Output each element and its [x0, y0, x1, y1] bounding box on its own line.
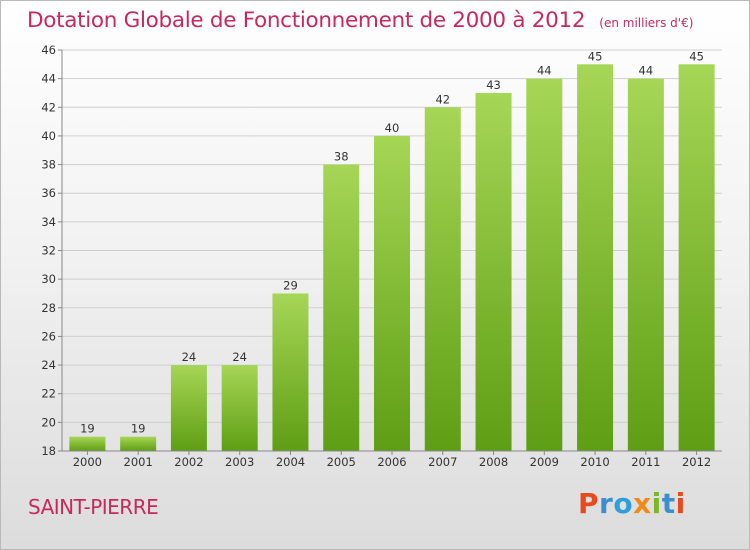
bar-value-label: 29	[283, 278, 298, 292]
chart-subtitle: (en milliers d'€)	[599, 16, 694, 30]
logo-letter: t	[661, 487, 676, 520]
x-tick-label: 2009	[530, 455, 559, 469]
logo-letter: i	[675, 487, 686, 520]
x-tick-label: 2000	[73, 455, 102, 469]
y-tick-label: 20	[41, 415, 56, 429]
x-tick-label: 2006	[377, 455, 406, 469]
bar-value-label: 45	[689, 49, 704, 63]
bar-value-label: 40	[385, 121, 400, 135]
bar-value-label: 44	[537, 64, 552, 78]
y-tick-label: 22	[41, 387, 56, 401]
x-tick-label: 2008	[479, 455, 508, 469]
commune-name: SAINT-PIERRE	[28, 495, 159, 519]
logo-letter: r	[599, 487, 614, 520]
bar-value-label: 38	[334, 150, 349, 164]
y-tick-label: 30	[41, 272, 56, 286]
bars: 19 19 24 24 29 38 40 42 43 44 45 44 45	[69, 49, 715, 452]
y-tick-label: 40	[41, 129, 56, 143]
x-tick-label: 2003	[225, 455, 254, 469]
logo-letter: x	[633, 487, 652, 520]
logo-letter: i	[651, 487, 662, 520]
x-tick-label: 2001	[124, 455, 153, 469]
bar	[323, 164, 360, 452]
bar	[221, 365, 258, 451]
x-tick-label: 2007	[428, 455, 457, 469]
bar	[272, 293, 309, 451]
logo-letter: P	[578, 487, 600, 520]
bar-value-label: 44	[639, 64, 654, 78]
x-tick-label: 2011	[631, 455, 660, 469]
y-tick-label: 46	[41, 43, 56, 57]
y-tick-label: 34	[41, 215, 56, 229]
proxiti-logo: Proxiti	[578, 487, 686, 520]
x-tick-label: 2010	[580, 455, 609, 469]
title-row: Dotation Globale de Fonctionnement de 20…	[27, 8, 693, 33]
x-tick-label: 2005	[327, 455, 356, 469]
bar	[424, 107, 461, 452]
bar	[374, 135, 410, 451]
axes: 18 20 22 24 26 28 30 32 34 36 38 40 42 44 46 2000 2001 20…	[41, 43, 722, 469]
y-tick-label: 32	[41, 244, 56, 258]
logo-letter: o	[613, 487, 634, 520]
bar	[120, 436, 157, 451]
bar-value-label: 43	[486, 78, 501, 92]
y-tick-label: 42	[41, 100, 56, 114]
bar-value-label: 24	[232, 350, 247, 364]
bar-value-label: 42	[435, 92, 450, 106]
bar-value-label: 24	[182, 350, 197, 364]
bar	[577, 64, 614, 452]
x-tick-label: 2012	[682, 455, 711, 469]
bar	[475, 92, 512, 451]
y-tick-label: 26	[41, 329, 56, 343]
bar-value-label: 45	[588, 49, 603, 63]
chart-title: Dotation Globale de Fonctionnement de 20…	[27, 8, 586, 33]
bar	[526, 78, 563, 452]
y-tick-label: 28	[41, 301, 56, 315]
y-tick-label: 18	[41, 444, 56, 458]
y-tick-label: 44	[41, 72, 56, 86]
bar	[627, 78, 664, 452]
bar	[69, 436, 106, 451]
y-tick-label: 38	[41, 158, 56, 172]
bar-value-label: 19	[80, 422, 95, 436]
y-tick-label: 24	[41, 358, 56, 372]
x-tick-label: 2004	[276, 455, 305, 469]
x-tick-label: 2002	[174, 455, 203, 469]
bar	[678, 64, 715, 452]
y-tick-label: 36	[41, 186, 56, 200]
bar-value-label: 19	[131, 422, 146, 436]
bar	[170, 365, 207, 451]
